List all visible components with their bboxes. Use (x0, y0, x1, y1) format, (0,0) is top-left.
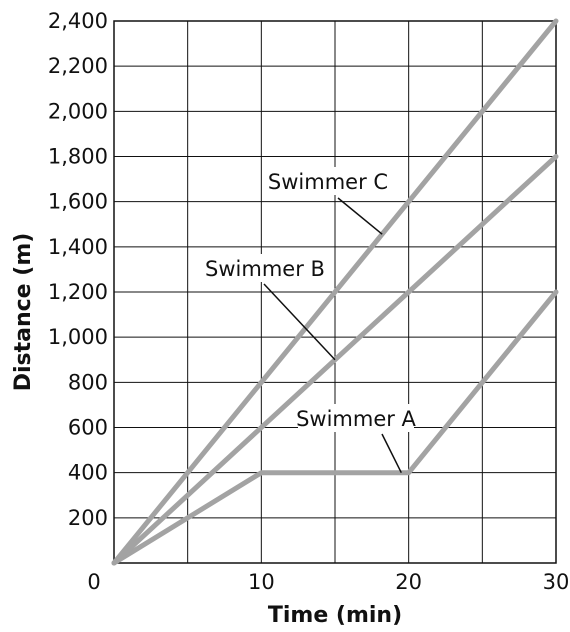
y-tick-label: 1,000 (48, 325, 108, 349)
x-tick-label: 20 (395, 570, 422, 594)
y-tick-label: 600 (68, 416, 108, 440)
y-tick-label: 2,400 (48, 9, 108, 33)
swimmer-a-leader-line (381, 433, 402, 474)
swimmer-a-label: Swimmer A (296, 407, 416, 431)
y-tick-label: 2,200 (48, 54, 108, 78)
y-tick-label: 1,400 (48, 235, 108, 259)
x-axis-title: Time (min) (268, 603, 402, 628)
x-tick-label: 10 (248, 570, 275, 594)
y-tick-label: 1,800 (48, 145, 108, 169)
x-tick-label: 0 (87, 570, 100, 594)
x-tick-label: 30 (543, 570, 570, 594)
swimmer-a-label-bg (298, 404, 414, 432)
series-annotations: Swimmer A Swimmer B Swimmer C (205, 167, 417, 474)
y-tick-label: 400 (68, 461, 108, 485)
series-line-swimmer-c (111, 18, 559, 566)
swimmer-b-label-bg (207, 254, 323, 282)
swimmer-c-label: Swimmer C (268, 170, 388, 194)
swimmer-c-leader-line (337, 197, 383, 235)
y-tick-label: 200 (68, 506, 108, 530)
swimmer-c-label-bg (270, 167, 386, 195)
series-line-swimmer-a (111, 289, 559, 566)
swimmer-b-leader-line (263, 283, 336, 361)
y-tick-label: 1,200 (48, 280, 108, 304)
y-tick-label: 800 (68, 370, 108, 394)
tick-labels: 2004006008001,0001,2001,4001,6001,8002,0… (48, 9, 569, 594)
swimmer-b-label: Swimmer B (205, 257, 325, 281)
y-axis-title: Distance (m) (11, 233, 36, 392)
y-tick-label: 1,600 (48, 190, 108, 214)
y-tick-label: 2,000 (48, 99, 108, 123)
